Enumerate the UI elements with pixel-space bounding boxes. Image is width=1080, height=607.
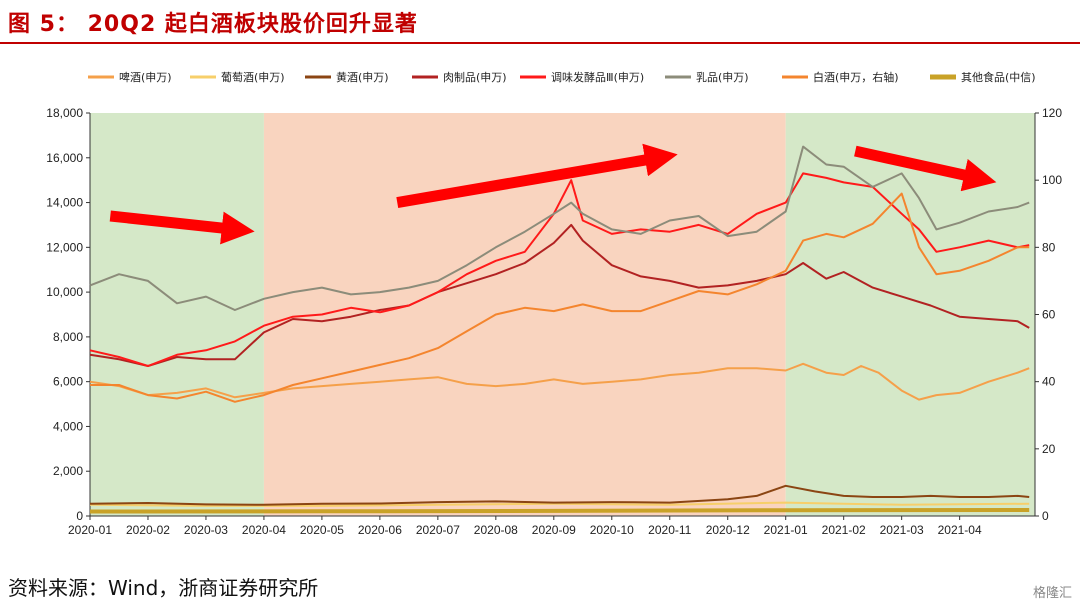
y-left-tick-label: 0 [76,509,83,523]
y-right-tick-label: 60 [1042,308,1056,322]
x-tick-label: 2020-05 [300,523,344,537]
x-tick-label: 2020-06 [358,523,402,537]
y-right-tick-label: 100 [1042,173,1062,187]
x-tick-label: 2020-04 [242,523,286,537]
series-line-6 [90,192,1030,403]
x-tick-label: 2021-04 [938,523,982,537]
y-left-tick-label: 4,000 [53,419,83,433]
trend-arrow-2 [854,145,997,192]
y-left-tick-label: 6,000 [53,375,83,389]
y-left-tick-label: 16,000 [46,151,83,165]
series-line-3 [89,223,1030,367]
shaded-region-0 [90,113,264,516]
legend-label-3: 肉制品(申万) [443,71,507,84]
x-tick-label: 2020-10 [590,523,634,537]
y-right-tick-label: 0 [1042,509,1049,523]
x-tick-label: 2020-01 [68,523,112,537]
legend-label-7: 其他食品(中信) [961,70,1036,84]
x-tick-label: 2021-02 [822,523,866,537]
y-left-tick-label: 12,000 [46,240,83,254]
source-note: 资料来源：Wind，浙商证券研究所 [8,576,319,600]
title-rule [0,42,1080,44]
y-right-tick-label: 120 [1042,106,1062,120]
legend-label-6: 白酒(申万，右轴) [813,70,899,84]
y-left-tick-label: 14,000 [46,196,83,210]
x-tick-label: 2021-03 [880,523,924,537]
y-left-tick-label: 10,000 [46,285,83,299]
figure-title: 图 5： 20Q2 起白酒板块股价回升显著 [8,12,418,37]
series-line-2 [89,484,1030,506]
legend-label-2: 黄酒(申万) [336,70,389,84]
shaded-region-1 [263,113,786,516]
series-line-0 [89,362,1030,401]
x-tick-label: 2020-11 [648,523,691,537]
x-tick-label: 2020-03 [184,523,228,537]
series-line-5 [89,145,1030,311]
y-left-tick-label: 2,000 [53,464,83,478]
series-line-4 [89,172,1030,367]
series-line-1 [89,501,1030,507]
trend-arrow-1 [396,143,678,208]
y-left-tick-label: 18,000 [46,106,83,120]
series-line-7 [89,508,1030,514]
shaded-region-2 [785,113,1035,516]
x-tick-label: 2020-08 [474,523,518,537]
y-right-tick-label: 80 [1042,240,1056,254]
legend-label-0: 啤酒(申万) [119,70,172,84]
trend-arrow-0 [109,210,255,245]
x-tick-label: 2020-07 [416,523,460,537]
x-tick-label: 2020-12 [706,523,750,537]
legend-label-5: 乳品(申万) [696,71,749,84]
legend-label-1: 葡萄酒(申万) [221,71,285,84]
y-right-tick-label: 40 [1042,375,1056,389]
chart: 0 2,000 4,000 6,000 8,000 10,000 12,000 14,000 1… [46,70,1062,537]
x-tick-label: 2021-01 [764,523,808,537]
watermark: 格隆汇 [1032,586,1072,601]
x-tick-label: 2020-02 [126,523,170,537]
y-right-tick-label: 20 [1042,442,1056,456]
x-tick-label: 2020-09 [532,523,576,537]
legend-label-4: 调味发酵品Ⅲ(申万) [551,70,644,84]
y-left-tick-label: 8,000 [53,330,83,344]
